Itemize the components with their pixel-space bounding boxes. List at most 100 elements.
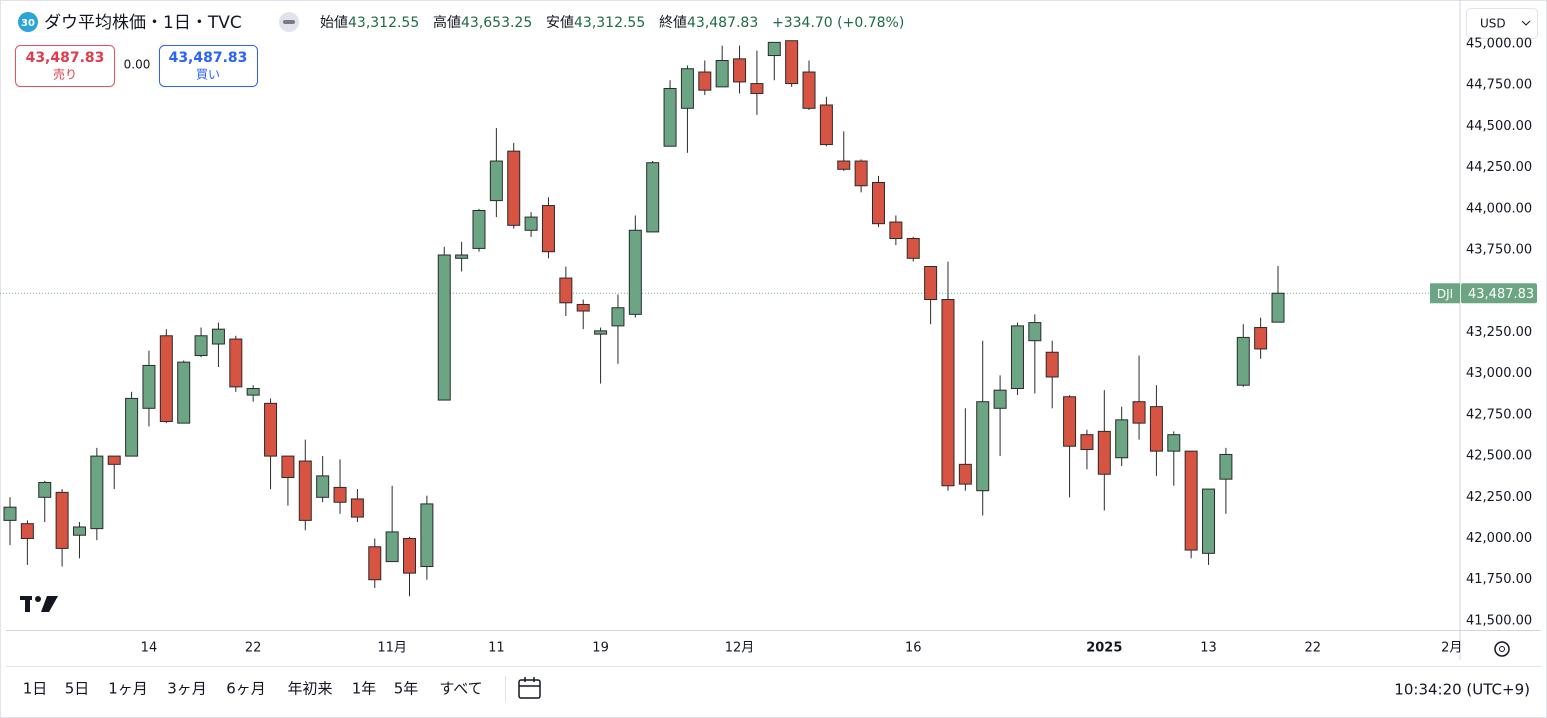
candle-body [837,160,851,170]
candle-body [889,221,903,240]
candle-body [1028,322,1042,342]
ohlc-label: 終値 [659,15,687,31]
candle-body [1184,450,1198,551]
candle [715,45,729,88]
candle-body [90,455,104,530]
ohlc-value: 43,312.55 [574,15,645,31]
symbol-title[interactable]: ダウ平均株価・1日・TVC [44,13,242,33]
candle-body [368,546,382,581]
collapse-icon [283,20,295,24]
currency: USD [1480,17,1506,31]
candle [385,485,399,563]
candle-body [159,335,173,422]
candle-body [594,330,608,335]
candle-body [107,455,121,465]
candle [55,489,69,567]
y-tick-label: 42,750.00 [1466,407,1532,422]
candle [368,538,382,588]
candle [802,60,816,110]
candle [750,50,764,115]
candle [1010,322,1024,396]
candle-body [1202,488,1216,554]
candle-body [906,238,920,259]
candle-body [663,88,677,147]
candle-body [1115,419,1129,459]
symbol-badge[interactable] [18,12,38,32]
candle [976,340,990,516]
x-tick-label: 13 [1200,641,1217,656]
range-button[interactable]: 5年 [394,680,419,698]
candle-body [403,538,417,574]
range-button[interactable]: 1日 [23,680,48,698]
candle [90,447,104,541]
candle-body [854,160,868,187]
candle [246,385,260,402]
range-button[interactable]: 1ヶ月 [108,680,148,698]
y-tick-label: 42,250.00 [1466,490,1532,505]
candle [1202,488,1216,565]
candle [646,161,660,233]
y-tick-label: 41,750.00 [1466,572,1532,587]
badge-text: 30 [21,18,35,29]
candle-body [125,397,139,457]
candle [177,360,191,424]
range-button[interactable]: 6ヶ月 [226,680,266,698]
buy-button[interactable] [159,45,258,87]
plot-area [0,40,1460,597]
range-button[interactable]: 5日 [65,680,90,698]
candle [837,131,851,171]
candle-body [1219,453,1233,480]
candle-body [316,475,330,498]
y-tick-label: 43,250.00 [1466,325,1532,340]
candle-body [1063,396,1077,447]
candle [437,246,451,401]
candle [854,159,868,193]
candle [194,327,208,358]
ohlc-value: 43,653.25 [461,15,532,31]
candle [20,520,34,565]
candle-body [333,486,347,503]
candle-body [211,328,225,345]
candle [924,266,938,325]
candle [1115,406,1129,466]
candle [576,299,590,330]
candle-body [524,216,538,231]
candle-body [72,526,86,536]
candle [1167,431,1181,486]
candle-body [750,83,764,94]
range-button[interactable]: 3ヶ月 [167,680,207,698]
candle-body [246,388,260,396]
x-tick-label: 16 [905,641,922,656]
candle-body [785,40,799,85]
dropdown-arrow [1521,20,1531,26]
candle [941,261,955,491]
currency-select[interactable] [1466,8,1538,39]
candle-body [142,364,156,409]
logo [20,596,58,612]
x-tick-label: 19 [592,641,609,656]
sell-button[interactable] [15,45,115,87]
candle [698,60,712,96]
candle-body [715,59,729,88]
range-button[interactable]: 1年 [352,680,377,698]
ohlc-label: 高値 [433,14,461,31]
candle [663,80,677,147]
candle [1080,429,1094,470]
candle [1132,355,1146,440]
candle-body [1010,325,1024,390]
range-button[interactable]: 年初来 [287,680,332,698]
candle [958,408,972,491]
candle-body [733,58,747,83]
candle [785,40,799,87]
date-range-button[interactable] [518,677,541,699]
candle-body [872,181,885,225]
settings-button[interactable] [1494,641,1510,657]
candle-body [264,402,278,457]
range-button[interactable]: すべて [439,680,482,698]
candle-body [698,71,712,91]
candle [472,208,486,252]
y-tick-label: 44,000.00 [1466,201,1532,216]
candle [1063,395,1077,498]
